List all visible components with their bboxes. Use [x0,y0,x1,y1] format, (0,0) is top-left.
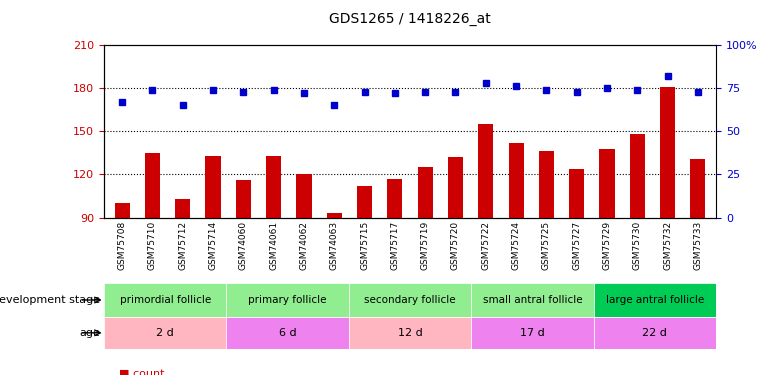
Text: GSM75732: GSM75732 [663,221,672,270]
Text: GSM75708: GSM75708 [118,221,126,270]
Text: GSM75729: GSM75729 [602,221,611,270]
Bar [630,134,645,218]
Bar [569,169,584,217]
Text: GSM75733: GSM75733 [694,221,702,270]
Bar [349,317,471,349]
Text: GSM75712: GSM75712 [178,221,187,270]
Text: GSM74060: GSM74060 [239,221,248,270]
Bar [539,152,554,217]
Text: GSM75714: GSM75714 [209,221,218,270]
Bar [448,157,463,218]
Bar [660,87,675,218]
Text: GSM75724: GSM75724 [511,221,521,270]
Text: GSM74061: GSM74061 [270,221,278,270]
Text: 12 d: 12 d [397,328,423,338]
Bar [599,148,614,217]
Bar [417,167,433,217]
Text: GSM75710: GSM75710 [148,221,157,270]
Bar [236,180,251,218]
Text: age: age [79,328,100,338]
Bar [206,156,221,218]
Text: GDS1265 / 1418226_at: GDS1265 / 1418226_at [329,12,491,26]
Bar [326,213,342,217]
Text: development stage: development stage [0,295,100,305]
Text: GSM75727: GSM75727 [572,221,581,270]
Bar [594,283,716,317]
Bar [226,283,349,317]
Text: large antral follicle: large antral follicle [606,295,704,305]
Bar [471,283,594,317]
Bar [266,156,281,218]
Text: GSM75717: GSM75717 [390,221,400,270]
Bar [349,283,471,317]
Bar [508,143,524,218]
Text: GSM75725: GSM75725 [542,221,551,270]
Text: GSM75720: GSM75720 [451,221,460,270]
Text: GSM75730: GSM75730 [633,221,642,270]
Text: small antral follicle: small antral follicle [483,295,582,305]
Text: 22 d: 22 d [642,328,668,338]
Bar [175,199,190,217]
Text: secondary follicle: secondary follicle [364,295,456,305]
Text: 17 d: 17 d [520,328,545,338]
Bar [104,317,226,349]
Text: GSM75715: GSM75715 [360,221,369,270]
Bar [594,317,716,349]
Bar [104,283,226,317]
Bar [145,153,160,218]
Bar [691,159,705,218]
Text: ■ count: ■ count [119,369,165,375]
Bar [478,124,494,218]
Text: 2 d: 2 d [156,328,174,338]
Text: GSM74062: GSM74062 [300,221,309,270]
Bar [471,317,594,349]
Text: 6 d: 6 d [279,328,296,338]
Bar [387,179,403,218]
Bar [296,174,312,217]
Text: primary follicle: primary follicle [249,295,326,305]
Bar [357,186,372,218]
Text: primordial follicle: primordial follicle [119,295,211,305]
Bar [115,203,129,217]
Text: GSM75722: GSM75722 [481,221,490,270]
Text: GSM75719: GSM75719 [420,221,430,270]
Text: GSM74063: GSM74063 [330,221,339,270]
Bar [226,317,349,349]
